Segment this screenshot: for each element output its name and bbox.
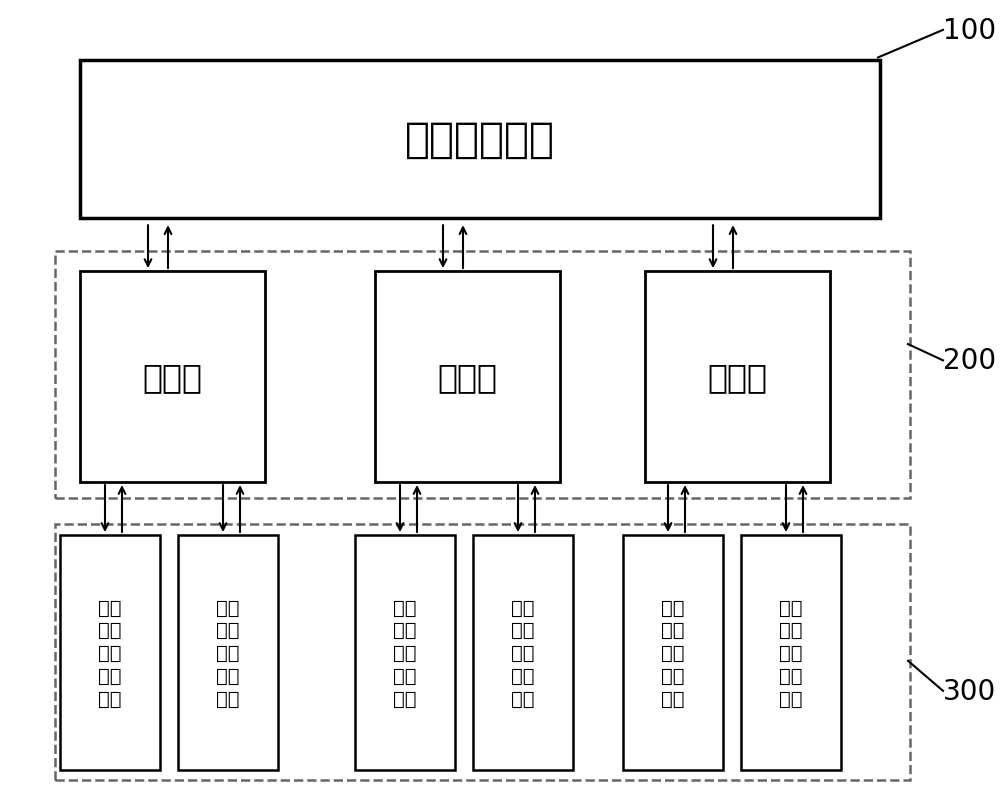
Text: 移动
设备
测试
代理
模块: 移动 设备 测试 代理 模块	[216, 598, 240, 708]
Text: 移动
设备
测试
代理
模块: 移动 设备 测试 代理 模块	[511, 598, 535, 708]
Bar	[178, 535, 278, 770]
Text: 执行器: 执行器	[708, 361, 768, 393]
Bar	[645, 272, 830, 483]
Bar	[473, 535, 573, 770]
Bar	[375, 272, 560, 483]
Bar	[55, 525, 910, 780]
Text: 执行器: 执行器	[143, 361, 202, 393]
Text: 200: 200	[943, 347, 996, 375]
Text: 100: 100	[943, 17, 996, 45]
Bar	[80, 61, 880, 219]
Text: 移动
设备
测试
代理
模块: 移动 设备 测试 代理 模块	[779, 598, 803, 708]
Text: 300: 300	[943, 677, 996, 705]
Text: 执行器: 执行器	[438, 361, 498, 393]
Text: 测试管理模块: 测试管理模块	[405, 119, 555, 161]
Bar	[623, 535, 723, 770]
Text: 移动
设备
测试
代理
模块: 移动 设备 测试 代理 模块	[393, 598, 417, 708]
Bar	[355, 535, 455, 770]
Bar	[80, 272, 265, 483]
Bar	[55, 251, 910, 499]
Text: 移动
设备
测试
代理
模块: 移动 设备 测试 代理 模块	[98, 598, 122, 708]
Text: 移动
设备
测试
代理
模块: 移动 设备 测试 代理 模块	[661, 598, 685, 708]
Bar	[741, 535, 841, 770]
Bar	[60, 535, 160, 770]
